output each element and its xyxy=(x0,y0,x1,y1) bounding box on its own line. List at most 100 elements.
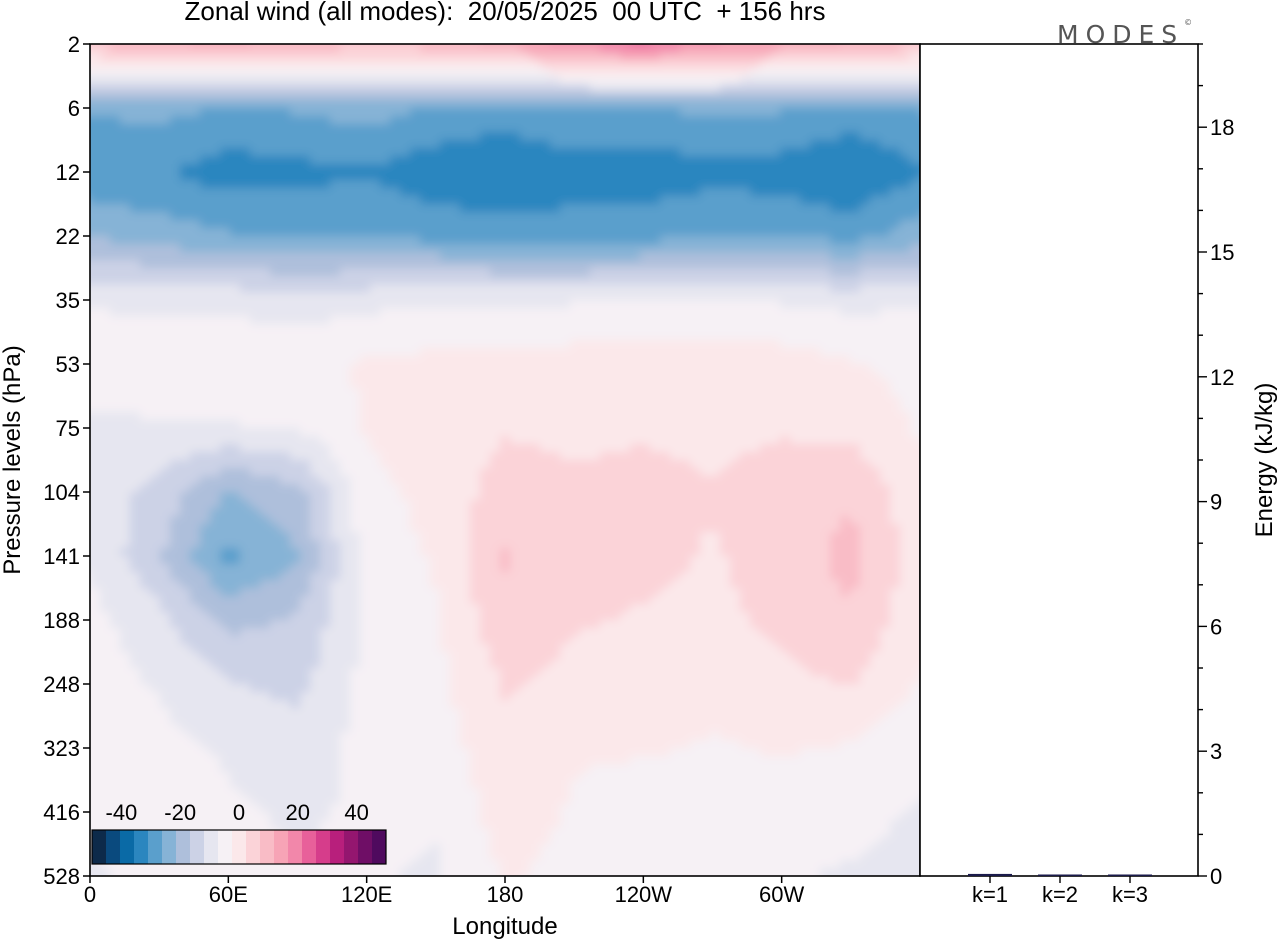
heatmap-cell xyxy=(760,484,771,493)
heatmap-cell xyxy=(380,284,391,293)
heatmap-cell xyxy=(480,212,491,221)
heatmap-cell xyxy=(270,188,281,197)
heatmap-cell xyxy=(290,212,301,221)
heatmap-cell xyxy=(570,428,581,437)
heatmap-cell xyxy=(90,228,101,237)
heatmap-cell xyxy=(230,84,241,93)
heatmap-cell xyxy=(750,68,761,77)
heatmap-cell xyxy=(460,156,471,165)
heatmap-cell xyxy=(170,60,181,69)
heatmap-cell xyxy=(670,420,681,429)
heatmap-cell xyxy=(450,356,461,365)
heatmap-cell xyxy=(650,84,661,93)
heatmap-cell xyxy=(600,132,611,141)
heatmap-cell xyxy=(890,412,901,421)
heatmap-cell xyxy=(660,196,671,205)
heatmap-cell xyxy=(820,244,831,253)
heatmap-cell xyxy=(130,188,141,197)
heatmap-cell xyxy=(710,172,721,181)
heatmap-cell xyxy=(140,348,151,357)
heatmap-cell xyxy=(830,44,841,53)
heatmap-cell xyxy=(540,316,551,325)
heatmap-cell xyxy=(810,332,821,341)
heatmap-cell xyxy=(430,84,441,93)
heatmap-cell xyxy=(810,148,821,157)
heatmap-cell xyxy=(500,228,511,237)
heatmap-cell xyxy=(340,276,351,285)
heatmap-cell xyxy=(130,460,141,469)
heatmap-cell xyxy=(90,140,91,149)
heatmap-cell xyxy=(270,228,281,237)
heatmap-cell xyxy=(790,388,801,397)
heatmap-cell xyxy=(380,388,391,397)
heatmap-cell xyxy=(320,404,331,413)
heatmap-cell xyxy=(140,404,151,413)
heatmap-cell xyxy=(350,212,361,221)
heatmap-cell xyxy=(270,236,281,245)
heatmap-cell xyxy=(400,76,411,85)
heatmap-cell xyxy=(850,116,861,125)
heatmap-cell xyxy=(560,180,571,189)
heatmap-cell xyxy=(890,300,901,309)
heatmap-cell xyxy=(350,348,361,357)
heatmap-cell xyxy=(120,204,131,213)
heatmap-cell xyxy=(390,228,401,237)
heatmap-cell xyxy=(590,108,601,117)
heatmap-cell xyxy=(840,276,851,285)
heatmap-cell xyxy=(750,44,761,53)
heatmap-cell xyxy=(360,292,371,301)
heatmap-cell xyxy=(190,116,201,125)
heatmap-cell xyxy=(330,244,341,253)
heatmap-cell xyxy=(760,108,771,117)
heatmap-cell xyxy=(820,268,831,277)
heatmap-cell xyxy=(480,500,491,509)
heatmap-cell xyxy=(130,284,141,293)
heatmap-cell xyxy=(750,332,761,341)
heatmap-cell xyxy=(780,428,791,437)
heatmap-cell xyxy=(760,324,771,333)
heatmap-cell xyxy=(860,404,871,413)
heatmap-cell xyxy=(570,68,581,77)
heatmap-cell xyxy=(260,148,271,157)
heatmap-cell xyxy=(700,164,711,173)
heatmap-cell xyxy=(480,324,491,333)
heatmap-cell xyxy=(850,396,861,405)
heatmap-cell xyxy=(360,148,371,157)
heatmap-cell xyxy=(570,204,581,213)
heatmap-cell xyxy=(630,124,641,133)
heatmap-cell xyxy=(790,340,801,349)
heatmap-cell xyxy=(580,52,591,61)
heatmap-cell xyxy=(720,172,731,181)
heatmap-cell xyxy=(100,316,111,325)
heatmap-cell xyxy=(590,220,601,229)
heatmap-cell xyxy=(720,260,731,269)
heatmap-cell xyxy=(390,140,401,149)
heatmap-cell xyxy=(390,324,401,333)
heatmap-cell xyxy=(700,140,711,149)
heatmap-cell xyxy=(110,100,121,109)
heatmap-cell xyxy=(630,444,641,453)
heatmap-cell xyxy=(620,140,631,149)
heatmap-cell xyxy=(880,444,891,453)
heatmap-cell xyxy=(500,196,511,205)
heatmap-cell xyxy=(800,204,811,213)
heatmap-cell xyxy=(790,284,801,293)
heatmap-cell xyxy=(420,92,431,101)
heatmap-cell xyxy=(200,180,211,189)
heatmap-cell xyxy=(340,340,351,349)
heatmap-cell xyxy=(590,76,601,85)
heatmap-cell xyxy=(740,132,751,141)
heatmap-cell xyxy=(900,76,911,85)
heatmap-cell xyxy=(110,292,121,301)
heatmap-cell xyxy=(120,76,131,85)
heatmap-cell xyxy=(800,108,811,117)
heatmap-cell xyxy=(910,420,920,429)
heatmap-cell xyxy=(250,188,261,197)
heatmap-cell xyxy=(570,284,581,293)
heatmap-cell xyxy=(760,356,771,365)
heatmap-cell xyxy=(910,332,920,341)
heatmap-cell xyxy=(660,148,671,157)
heatmap-cell xyxy=(640,116,651,125)
heatmap-cell xyxy=(600,100,611,109)
heatmap-cell xyxy=(190,244,201,253)
